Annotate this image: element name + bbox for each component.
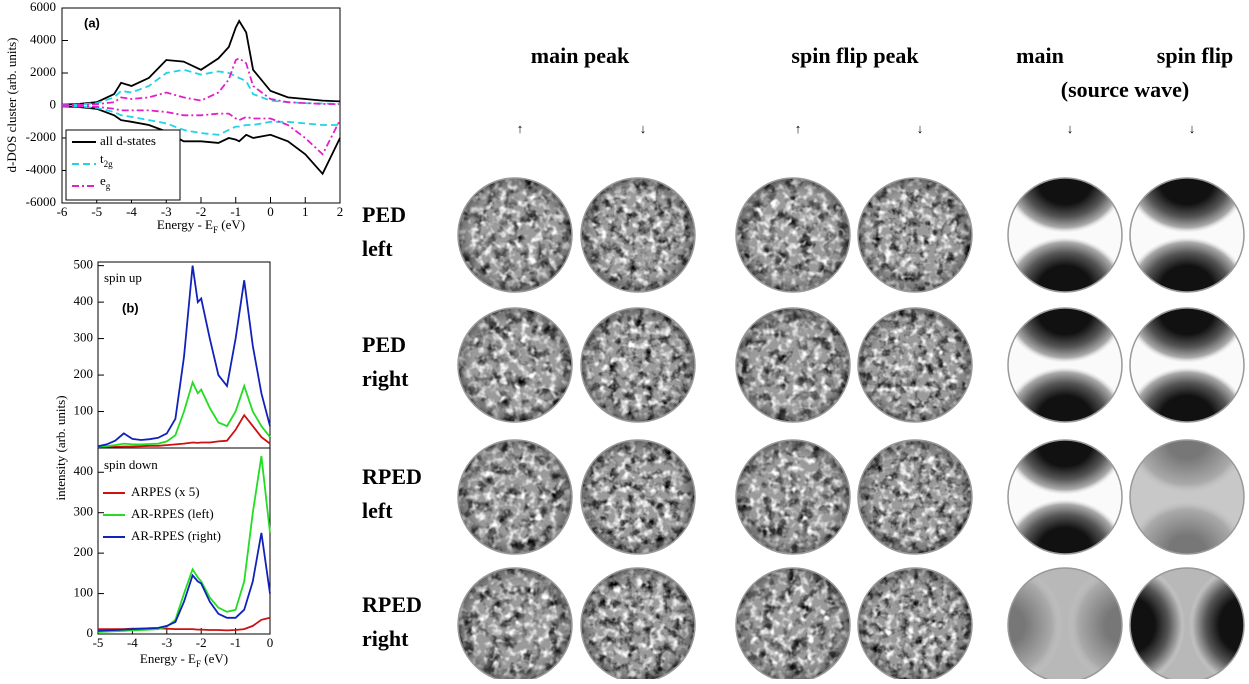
annotation: spin down	[104, 457, 158, 472]
x-axis-label-part: Energy - E	[140, 651, 196, 666]
legend-label: ARPES (x 5)	[131, 484, 200, 499]
x-axis-label: Energy - EF (eV)	[157, 217, 245, 235]
legend-label-part: ARPES (x 5)	[131, 484, 200, 499]
y-tick-label: 300	[74, 330, 94, 345]
pattern-lobe	[1005, 129, 1125, 233]
x-tick-label: -5	[91, 204, 102, 219]
spin-arrow: ↓	[917, 121, 924, 136]
column-header: spin flip peak	[791, 43, 919, 68]
panel-label: (b)	[122, 300, 139, 315]
y-tick-label: 2000	[30, 64, 56, 79]
x-tick-label: 0	[267, 204, 274, 219]
y-tick-label: -2000	[26, 129, 56, 144]
column-header: (source wave)	[1061, 77, 1190, 102]
series-line	[98, 618, 270, 631]
annotation: spin up	[104, 270, 142, 285]
series-line	[98, 266, 270, 447]
series-line	[62, 21, 340, 105]
legend-label: AR-RPES (right)	[131, 528, 221, 543]
y-tick-label: 400	[74, 463, 94, 478]
legend-label-part: all d-states	[100, 133, 156, 148]
x-axis-label-part: Energy - E	[157, 217, 213, 232]
spin-arrow: ↓	[640, 121, 647, 136]
legend-label-part: 2g	[104, 159, 114, 169]
y-tick-label: 200	[74, 366, 94, 381]
x-tick-label: -5	[93, 635, 104, 650]
spin-arrow: ↓	[1189, 121, 1196, 136]
row-label: RPED	[362, 592, 422, 617]
legend-label: AR-RPES (left)	[131, 506, 214, 521]
spin-arrow: ↓	[1067, 121, 1074, 136]
x-tick-label: -4	[126, 204, 137, 219]
row-label: right	[362, 626, 409, 651]
row-label: right	[362, 366, 409, 391]
y-tick-label: 400	[74, 293, 94, 308]
series-line	[98, 456, 270, 632]
x-axis-label-part: (eV)	[218, 217, 245, 232]
row-label: PED	[362, 202, 406, 227]
y-tick-label: 100	[74, 403, 94, 418]
panel-label: (a)	[84, 15, 100, 30]
x-tick-label: -2	[196, 635, 207, 650]
legend-label: all d-states	[100, 133, 156, 148]
row-label: left	[362, 236, 393, 261]
pattern-lobe	[1127, 129, 1247, 233]
x-tick-label: 0	[267, 635, 274, 650]
x-axis-label: Energy - EF (eV)	[140, 651, 228, 669]
page: {"chart_data": [ {"type": "line", "panel…	[0, 0, 1249, 684]
x-axis-label-part: (eV)	[201, 651, 228, 666]
x-tick-label: -6	[57, 204, 68, 219]
x-tick-label: 2	[337, 204, 344, 219]
y-tick-label: -6000	[26, 194, 56, 209]
series-line	[98, 415, 270, 447]
x-tick-label: -3	[161, 635, 172, 650]
figure: -6000-4000-20000200040006000-6-5-4-3-2-1…	[0, 0, 1249, 679]
column-header: main	[1016, 43, 1064, 68]
y-tick-label: 4000	[30, 31, 56, 46]
spin-arrow: ↑	[517, 121, 524, 136]
legend-label-part: AR-RPES (right)	[131, 528, 221, 543]
column-header: main peak	[531, 43, 630, 68]
legend-label-part: AR-RPES (left)	[131, 506, 214, 521]
y-tick-label: 500	[74, 257, 94, 272]
y-tick-label: 200	[74, 544, 94, 559]
y-axis-label: d-DOS cluster (arb. units)	[4, 37, 19, 172]
row-label: left	[362, 498, 393, 523]
spin-arrow: ↑	[795, 121, 802, 136]
x-tick-label: -1	[230, 635, 241, 650]
row-label: RPED	[362, 464, 422, 489]
y-tick-label: 100	[74, 585, 94, 600]
y-tick-label: 0	[50, 96, 57, 111]
legend-label-part: g	[106, 181, 111, 191]
y-axis-label: intensity (arb. units)	[53, 395, 68, 500]
y-tick-label: -4000	[26, 161, 56, 176]
y-tick-label: 300	[74, 504, 94, 519]
column-header: spin flip	[1157, 43, 1233, 68]
y-tick-label: 6000	[30, 0, 56, 14]
row-label: PED	[362, 332, 406, 357]
x-tick-label: 1	[302, 204, 309, 219]
x-tick-label: -4	[127, 635, 138, 650]
